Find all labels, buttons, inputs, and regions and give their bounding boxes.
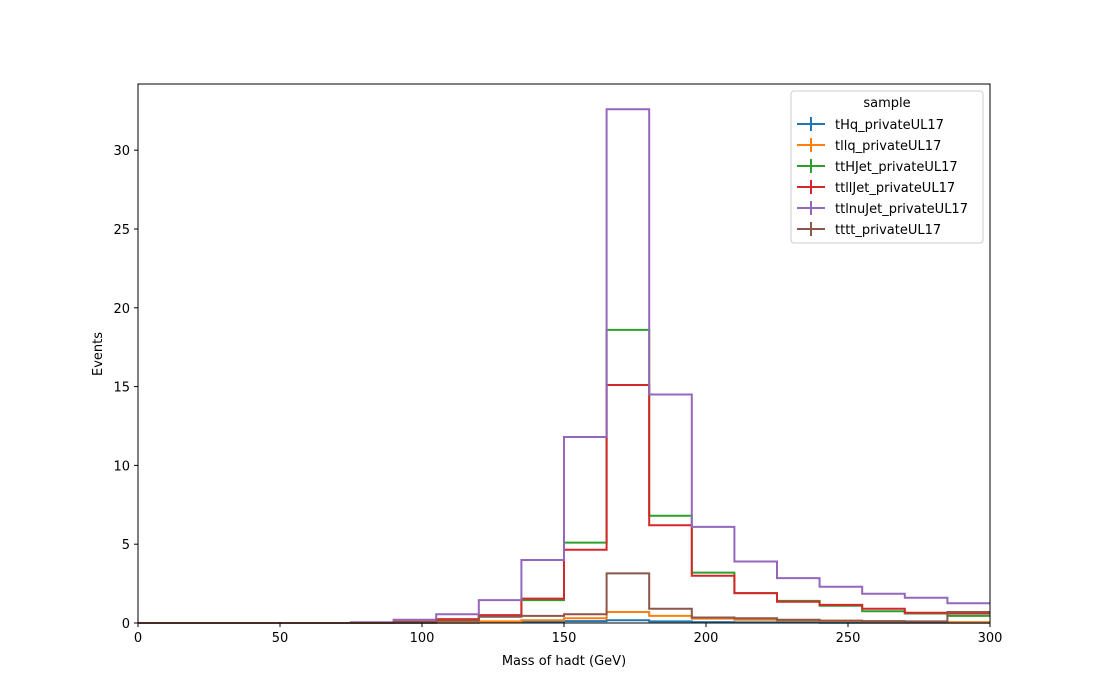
x-tick-label: 200 xyxy=(694,631,719,646)
y-tick-label: 0 xyxy=(122,617,130,632)
y-tick-label: 25 xyxy=(113,223,130,238)
legend-entry-ttHJet_privateUL17: ttHJet_privateUL17 xyxy=(797,159,958,175)
legend: sample tHq_privateUL17 tllq_privateUL17tt… xyxy=(790,90,984,244)
x-tick-label: 300 xyxy=(978,631,1003,646)
legend-entry-ttllJet_privateUL17: ttllJet_privateUL17 xyxy=(797,180,955,196)
legend-entries: tHq_privateUL17 tllq_privateUL17 ttHJet_pr… xyxy=(797,117,968,238)
legend-box xyxy=(790,90,984,244)
x-tick-label: 100 xyxy=(410,631,435,646)
legend-label: ttlnuJet_privateUL17 xyxy=(835,202,968,217)
legend-entry-tllq_privateUL17: tllq_privateUL17 xyxy=(797,138,941,154)
legend-label: ttllJet_privateUL17 xyxy=(835,181,955,196)
y-tick-label: 5 xyxy=(122,538,130,553)
x-axis-ticks: 0 50 100 150 200 250 300 xyxy=(134,623,1003,646)
x-tick-label: 0 xyxy=(134,631,142,646)
x-tick-label: 50 xyxy=(272,631,289,646)
legend-label: tllq_privateUL17 xyxy=(835,139,941,154)
legend-label: tttt_privateUL17 xyxy=(835,223,941,238)
legend-label: tHq_privateUL17 xyxy=(835,118,944,133)
legend-title: sample xyxy=(863,96,910,111)
legend-entry-tHq_privateUL17: tHq_privateUL17 xyxy=(797,117,944,133)
legend-entry-tttt_privateUL17: tttt_privateUL17 xyxy=(797,222,941,238)
x-tick-label: 250 xyxy=(836,631,861,646)
x-axis-label: Mass of hadt (GeV) xyxy=(502,654,626,669)
y-axis-ticks: 0 5 10 15 20 25 30 xyxy=(113,144,138,632)
y-tick-label: 20 xyxy=(113,302,130,317)
y-tick-label: 15 xyxy=(113,381,130,396)
y-axis-label: Events xyxy=(91,332,106,376)
y-tick-label: 30 xyxy=(113,144,130,159)
x-tick-label: 150 xyxy=(552,631,577,646)
legend-entry-ttlnuJet_privateUL17: ttlnuJet_privateUL17 xyxy=(797,201,968,217)
y-tick-label: 10 xyxy=(113,459,130,474)
legend-label: ttHJet_privateUL17 xyxy=(835,160,958,175)
